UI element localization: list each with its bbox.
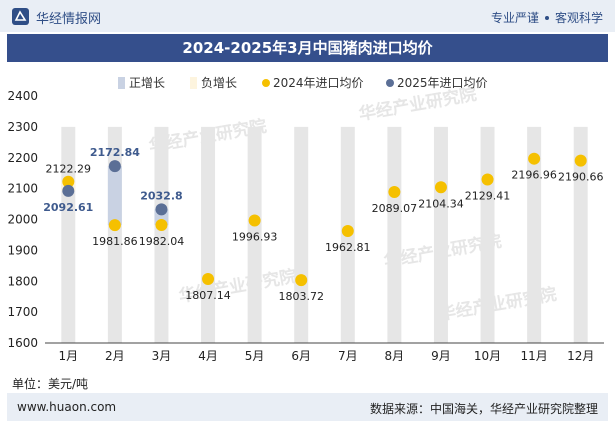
- x-axis: 1月 2月 3月 4月 5月 6月 7月 8月 9月 10月 11月 12月: [45, 342, 604, 363]
- x-tick-label: 8月: [385, 349, 405, 363]
- legend-label-2: 负增长: [201, 76, 237, 90]
- background-bar: [527, 126, 542, 343]
- x-tick-label: 12月: [567, 349, 594, 363]
- x-tick-label: 6月: [291, 349, 311, 363]
- tagline: 专业严谨 客观科学: [491, 9, 603, 26]
- y-tick-label: 1600: [7, 336, 38, 350]
- label-2024: 2122.29: [46, 163, 92, 176]
- label-2024: 2104.34: [418, 197, 464, 210]
- label-2024: 2190.66: [558, 171, 604, 184]
- top-bar: 华经情报网 专业严谨 客观科学: [0, 0, 615, 32]
- huajing-logo-icon: [12, 8, 29, 25]
- point-2025: [108, 160, 121, 173]
- background-bar: [201, 126, 216, 343]
- legend-label-1: 正增长: [129, 76, 165, 90]
- chart-title: 2024-2025年3月中国猪肉进口均价: [182, 39, 433, 57]
- x-tick-label: 3月: [152, 349, 172, 363]
- y-tick-label: 1900: [7, 243, 38, 257]
- label-2025: 2092.61: [43, 201, 93, 214]
- point-2024: [341, 224, 354, 237]
- legend-label-3: 2024年进口均价: [273, 76, 364, 90]
- x-tick-label: 10月: [474, 349, 501, 363]
- background-bar: [154, 126, 169, 343]
- legend: 正增长 负增长 2024年进口均价 2025年进口均价: [118, 76, 488, 90]
- label-2025: 2032.8: [140, 189, 182, 202]
- point-2024: [155, 219, 168, 232]
- title-bar: 2024-2025年3月中国猪肉进口均价: [7, 34, 608, 62]
- data-points: [62, 152, 587, 287]
- y-tick-label: 2100: [7, 182, 38, 196]
- y-tick-label: 1700: [7, 305, 38, 319]
- chart-plot: 华经产业研究院华经产业研究院华经产业研究院华经产业研究院华经产业研究院 正增长负…: [7, 76, 604, 363]
- background-bar: [387, 126, 402, 343]
- point-2024: [528, 152, 541, 165]
- label-2025: 2172.84: [90, 146, 140, 159]
- y-tick-label: 1800: [7, 274, 38, 288]
- background-bar: [294, 126, 309, 343]
- x-tick-label: 1月: [58, 349, 78, 363]
- background-bar: [61, 126, 76, 343]
- x-tick-label: 9月: [431, 349, 451, 363]
- label-2024: 1962.81: [325, 241, 371, 254]
- point-2024: [574, 154, 587, 167]
- y-tick-label: 2400: [7, 89, 38, 103]
- point-2024: [248, 214, 261, 227]
- point-2024: [481, 173, 494, 186]
- y-tick-label: 2200: [7, 151, 38, 165]
- footer-bar: www.huaon.com 数据来源：中国海关，华经产业研究院整理: [7, 393, 608, 421]
- background-bar: [573, 126, 588, 343]
- label-2024: 2089.07: [372, 202, 418, 215]
- background-bar: [480, 126, 495, 343]
- tagline-right: 客观科学: [554, 11, 603, 25]
- legend-marker-4: [386, 79, 394, 87]
- label-2024: 1981.86: [92, 235, 138, 248]
- change-span: [107, 166, 122, 226]
- y-tick-label: 2000: [7, 213, 38, 227]
- x-tick-label: 11月: [520, 349, 547, 363]
- label-2024: 2196.96: [511, 169, 557, 182]
- x-tick-label: 5月: [245, 349, 265, 363]
- unit-label: 单位：美元/吨: [12, 377, 89, 391]
- data-source: 数据来源：中国海关，华经产业研究院整理: [369, 402, 598, 416]
- tagline-left: 专业严谨: [490, 11, 539, 25]
- label-2024: 1803.72: [278, 290, 324, 303]
- data-labels: 2122.29 1981.86 1982.04 1807.14 1996.93 1803.…: [43, 146, 603, 303]
- label-2024: 1807.14: [185, 289, 231, 302]
- label-2024: 2129.41: [465, 190, 511, 203]
- background-bar: [433, 126, 448, 343]
- point-2024: [388, 185, 401, 198]
- x-tick-label: 2月: [105, 349, 125, 363]
- separator-dot-icon: [544, 15, 549, 20]
- legend-label-4: 2025年进口均价: [397, 76, 488, 90]
- y-axis: 1600 1700 1800 1900 2000 2100 2200 2300 2400: [7, 89, 38, 350]
- y-tick-label: 2300: [7, 120, 38, 134]
- brand-name: 华经情报网: [36, 12, 102, 27]
- legend-swatch-2: [190, 77, 197, 89]
- legend-marker-3: [262, 79, 270, 87]
- point-2024: [434, 181, 447, 194]
- website-link[interactable]: www.huaon.com: [17, 400, 117, 414]
- x-tick-label: 7月: [338, 349, 358, 363]
- label-2024: 1982.04: [139, 235, 185, 248]
- point-2025: [155, 203, 168, 216]
- legend-swatch-1: [118, 77, 125, 89]
- label-2024: 1996.93: [232, 230, 278, 243]
- x-tick-label: 4月: [198, 349, 218, 363]
- point-2024: [202, 273, 215, 286]
- point-2024: [62, 175, 75, 188]
- point-2025: [62, 184, 75, 197]
- point-2024: [295, 274, 308, 287]
- point-2024: [108, 219, 121, 232]
- background-bar: [247, 126, 262, 343]
